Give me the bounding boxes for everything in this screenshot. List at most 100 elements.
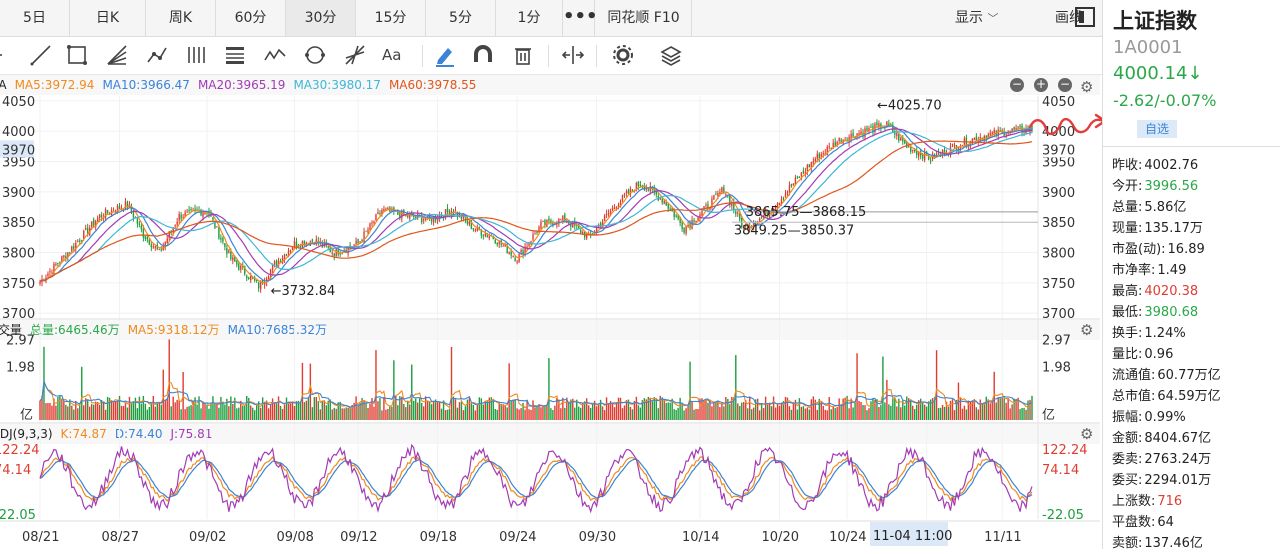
text-icon[interactable]: Aa [382,46,402,64]
volume-bar [236,408,238,420]
volume-bar [315,397,318,420]
candle-body [568,222,570,224]
candle-body [305,242,308,245]
more-periods-button[interactable]: ••• [563,0,598,36]
volume-bar [731,396,733,420]
volume-bar [307,397,310,420]
panel-toggle-icon[interactable] [1074,6,1096,28]
candle-body [184,212,186,217]
volume-bar [1009,408,1011,420]
volume-bar [752,407,755,420]
volume-bar [778,405,781,420]
settings-icon[interactable] [610,42,636,68]
volume-bar [941,404,944,420]
line-icon[interactable] [28,42,54,68]
volume-bar [965,409,968,420]
volume-bar [210,402,212,420]
display-dropdown[interactable]: 显示 ﹀ [955,0,998,36]
candle-body [904,140,906,144]
magnet-icon[interactable] [470,42,496,68]
volume-bar [144,403,147,420]
tab-5[interactable]: 15分 [356,0,426,36]
volume-bar [677,407,679,420]
volume-bar [518,409,520,420]
volume-bar [480,398,483,420]
candle-body [246,275,248,279]
volume-bar [705,399,707,420]
volume-bar [263,401,266,420]
collapse-icon[interactable]: − [1058,77,1072,92]
layers-icon[interactable] [658,42,684,68]
volume-bar [257,401,260,420]
tab-2[interactable]: 周K [146,0,216,36]
volume-bar [154,406,157,420]
zoom-icon[interactable] [560,42,586,68]
volume-bar [59,395,61,420]
volume-bar [444,410,447,420]
wave-icon[interactable] [262,42,288,68]
volume-bar [963,405,966,420]
volume-bar [582,403,584,420]
volume-bar [110,400,113,420]
volume-bar [689,361,691,420]
pen-icon[interactable] [432,42,458,68]
add-watchlist-button[interactable]: 自选 [1137,120,1177,138]
chart-area[interactable]: 5日 日K 周K 60分 30分 15分 5分 1分 ••• 同花顺 F10 显示 ﹀ 画线 A… [0,0,1102,549]
fan-icon[interactable] [104,42,130,68]
candle-body [647,189,650,191]
tab-3[interactable]: 60分 [216,0,286,36]
volume-bar [679,397,681,420]
volume-bar [536,405,538,420]
volume-bar [641,400,644,420]
volume-bar [896,406,898,420]
volume-bar [657,408,659,420]
candle-body [285,255,288,257]
volume-bar [1021,407,1023,420]
candle-body [194,208,196,211]
tab-1[interactable]: 日K [70,0,146,36]
volume-legend: 成交量总量:6465.46万 MA5:9318.12万 MA10:7685.32万 [0,320,1100,340]
candle-body [731,203,733,207]
candle-body [216,226,218,228]
tab-7[interactable]: 1分 [496,0,563,36]
cycle-icon[interactable] [302,42,328,68]
volume-bar [798,398,801,420]
path-icon[interactable] [144,42,170,68]
stat-row: 金额: 8404.67亿 [1103,428,1280,449]
candle-body [973,137,976,141]
volume-bar [534,407,536,420]
panel-gear-icon[interactable]: ⚙ [1080,321,1094,339]
candle-body [387,208,389,210]
crosshair-icon[interactable] [0,42,18,68]
tab-0[interactable]: 5日 [0,0,70,36]
tab-4[interactable]: 30分 [286,0,356,36]
panel-gear-icon[interactable]: ⚙ [1080,78,1094,96]
volume-bar [71,405,73,420]
fib-icon[interactable] [222,42,248,68]
volume-bar [546,404,548,420]
volume-bar [196,404,198,420]
gann-icon[interactable] [342,42,368,68]
volume-bar [190,405,192,420]
volume-bar [687,405,689,420]
candle-body [562,215,564,221]
candle-body [172,227,174,233]
f10-button[interactable]: 同花顺 F10 [596,0,692,36]
volume-bar [725,396,727,420]
volume-bar [92,404,95,420]
zoom-out-icon[interactable]: − [1010,77,1024,92]
candle-body [337,248,339,255]
volume-bar [301,362,304,420]
candle-body [768,212,771,219]
trash-icon[interactable] [510,42,536,68]
volume-bar [222,401,224,420]
volume-bar [931,398,934,420]
rectangle-icon[interactable] [64,42,90,68]
volume-bar [957,382,960,420]
tab-6[interactable]: 5分 [426,0,496,36]
zoom-in-icon[interactable]: + [1034,77,1048,92]
channel-icon[interactable] [184,42,210,68]
volume-bar [73,409,75,420]
panel-gear-icon[interactable]: ⚙ [1080,425,1094,443]
kline-chart[interactable]: ←3732.84 ←4025.70 3865.75—3868.15 3849.25—3… [0,0,1102,549]
